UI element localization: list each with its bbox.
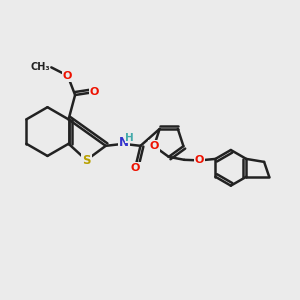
Text: CH₃: CH₃: [30, 62, 50, 72]
Text: O: O: [63, 71, 72, 81]
Text: S: S: [82, 154, 91, 166]
Text: O: O: [195, 155, 204, 165]
Text: O: O: [90, 87, 99, 97]
Text: O: O: [130, 163, 140, 173]
Text: H: H: [125, 133, 134, 143]
Text: O: O: [149, 141, 159, 151]
Text: N: N: [119, 136, 129, 149]
